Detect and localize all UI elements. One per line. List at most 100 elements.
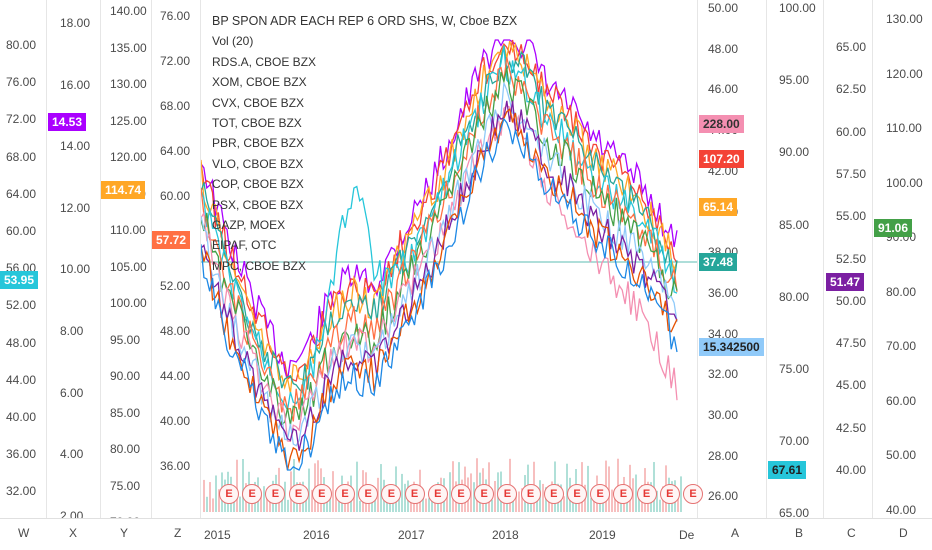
volume-bar (284, 481, 286, 512)
volume-bar (329, 492, 331, 512)
earnings-marker[interactable]: E (335, 484, 355, 504)
tick-z: 40.00 (160, 414, 191, 428)
earnings-marker[interactable]: E (288, 484, 309, 504)
volume-bar (353, 496, 355, 512)
legend-item-rds[interactable]: RDS.A, CBOE BZX (212, 54, 317, 69)
volume-bar (638, 498, 640, 512)
tick-x: 10.00 (60, 262, 91, 277)
earnings-marker[interactable]: E (358, 484, 379, 504)
tick-c: 55.00 (836, 209, 867, 224)
legend-item-psx[interactable]: PSX, CBOE BZX (212, 197, 304, 212)
volume-bar (491, 499, 493, 512)
earnings-marker[interactable]: E (427, 484, 448, 504)
tick-c: 40.00 (836, 463, 867, 477)
tick-c: 62.50 (836, 82, 867, 97)
tick-a: 26.00 (708, 489, 739, 504)
earnings-marker[interactable]: E (474, 484, 495, 504)
volume-bar (611, 489, 613, 512)
earnings-marker[interactable]: E (381, 484, 402, 504)
volume-bar (308, 468, 310, 512)
tick-w: 44.00 (6, 372, 37, 387)
legend-item-cop[interactable]: COP, CBOE BZX (212, 177, 304, 192)
tick-x: 4.00 (60, 447, 84, 462)
tick-b: 95.00 (779, 73, 810, 88)
earnings-marker[interactable]: E (543, 484, 564, 504)
volume-bar (374, 498, 376, 512)
scale-letter-d[interactable]: D (899, 526, 908, 540)
x-label-2015: 2015 (204, 528, 231, 542)
volume-bar (233, 494, 235, 512)
volume-bar (218, 489, 220, 512)
tick-z: 64.00 (160, 144, 191, 158)
scale-separator (100, 0, 101, 518)
earnings-marker[interactable]: E (242, 484, 263, 504)
tick-b: 70.00 (779, 434, 810, 449)
tick-y: 95.00 (110, 332, 141, 347)
scale-letter-w[interactable]: W (18, 526, 30, 540)
earnings-marker[interactable]: E (683, 484, 703, 504)
price-badge-a1: 228.00 (699, 115, 744, 133)
legend-item-tot[interactable]: TOT, CBOE BZX (212, 116, 302, 131)
tick-y: 135.00 (110, 40, 147, 55)
legend-item-cvx[interactable]: CVX, CBOE BZX (212, 95, 305, 110)
price-badge-z: 57.72 (152, 231, 191, 249)
tick-x: 12.00 (60, 200, 91, 215)
earnings-marker[interactable]: E (613, 484, 634, 504)
scale-letter-x[interactable]: X (69, 526, 78, 540)
x-label-2019: 2019 (589, 528, 616, 542)
earnings-marker[interactable]: E (497, 484, 518, 504)
time-axis[interactable] (0, 518, 932, 550)
earnings-marker[interactable]: E (567, 484, 587, 504)
tick-x: 18.00 (60, 16, 91, 30)
earnings-marker[interactable]: E (451, 484, 471, 504)
scale-separator (766, 0, 767, 518)
tick-w: 72.00 (6, 112, 37, 127)
tick-z: 68.00 (160, 99, 191, 113)
tick-w: 32.00 (6, 484, 37, 499)
tick-c: 45.00 (836, 378, 867, 393)
tick-z: 52.00 (160, 279, 191, 293)
volume-bar (212, 498, 214, 512)
scale-letter-y[interactable]: Y (120, 526, 129, 540)
legend-item-gazp[interactable]: GAZP, MOEX (212, 218, 286, 233)
tick-b: 85.00 (779, 217, 810, 232)
volume-bar (449, 472, 451, 512)
earnings-marker[interactable]: E (311, 484, 332, 504)
volume-bar (389, 499, 391, 512)
x-label-2018: 2018 (492, 528, 519, 542)
earnings-marker[interactable]: E (590, 484, 611, 504)
earnings-marker[interactable]: E (219, 484, 239, 504)
volume-bar (332, 471, 334, 512)
tick-z: 36.00 (160, 459, 191, 473)
tick-c: 52.50 (836, 251, 867, 266)
tick-w: 76.00 (6, 75, 37, 90)
volume-bar (266, 498, 268, 512)
legend-item-eipaf[interactable]: EIPAF, OTC (212, 238, 277, 253)
earnings-marker[interactable]: E (636, 484, 657, 504)
earnings-marker[interactable]: E (520, 484, 541, 504)
legend-item-vlo[interactable]: VLO, CBOE BZX (212, 156, 304, 171)
scale-letter-a[interactable]: A (731, 526, 740, 540)
legend-item-pbr[interactable]: PBR, CBOE BZX (212, 136, 305, 151)
tick-d: 80.00 (886, 284, 917, 299)
legend-item-mpc[interactable]: MPC, CBOE BZX (212, 258, 307, 273)
tick-a: 34.00 (708, 326, 739, 341)
earnings-marker[interactable]: E (265, 484, 286, 504)
earnings-marker[interactable]: E (659, 484, 680, 504)
volume-bar (215, 475, 217, 512)
price-badge-a4: 37.48 (699, 253, 738, 271)
legend-item-xom[interactable]: XOM, CBOE BZX (212, 75, 307, 90)
tick-y: 105.00 (110, 259, 147, 274)
scale-letter-c[interactable]: C (847, 526, 856, 540)
legend-item-volume[interactable]: Vol (20) (212, 34, 254, 49)
tick-d: 40.00 (886, 502, 917, 517)
scale-separator (823, 0, 824, 518)
tick-y: 110.00 (110, 223, 146, 237)
volume-bar (515, 493, 517, 512)
scale-letter-z[interactable]: Z (174, 526, 182, 540)
tick-w: 68.00 (6, 149, 37, 164)
scale-letter-b[interactable]: B (795, 526, 804, 540)
volume-bar (371, 494, 373, 512)
volume-bar (206, 496, 208, 512)
earnings-marker[interactable]: E (404, 484, 425, 504)
